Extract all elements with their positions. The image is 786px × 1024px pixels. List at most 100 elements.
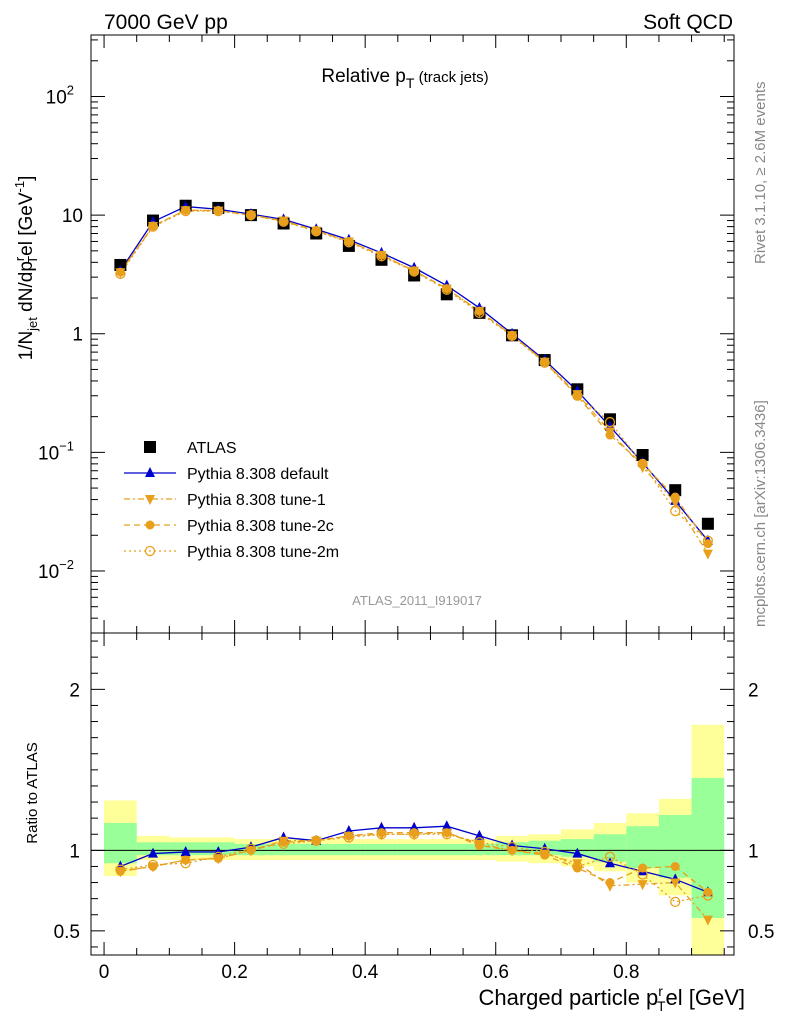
legend-marker [144,441,156,453]
legend-marker [145,495,155,505]
ratio-axes: 0.5 0.5 1 1 2 2 0 0.2 0.4 0.6 0.8 [54,633,774,983]
ratio-data-point [311,835,322,846]
legend-marker [144,545,156,557]
main-data-point [670,505,681,517]
main-y-tick-label: 102 [46,83,74,109]
ratio-series-layer [115,820,714,926]
main-series-layer [114,199,714,560]
ratio-plot-frame [90,632,735,956]
main-y-tick-label: 10−1 [38,438,74,464]
main-data-point [572,391,582,401]
ratio-data-point [703,887,713,897]
main-data-point [181,205,191,215]
ratio-data-point [572,861,583,872]
ratio-data-point [604,857,615,868]
ratio-stat-band [626,826,659,869]
main-series-line [119,205,709,542]
ratio-y-tick-label-right: 0.5 [748,922,774,943]
ratio-data-point [702,915,713,926]
ratio-data-point [311,836,321,846]
legend: ATLAS Pythia 8.308 default Pythia 8.308 tu… [124,440,339,561]
analysis-id: ATLAS_2011_I919017 [352,593,482,608]
ratio-data-point [670,878,681,889]
ratio-data-point [408,829,420,840]
ratio-data-point [213,851,224,862]
main-axes: 10−2 10−1 1 10 102 [38,35,734,634]
mcplots-label: mcplots.cern.ch [arXiv:1306.3436] [752,400,769,627]
ratio-data-point [605,878,615,888]
ratio-data-point [343,832,355,843]
main-title: Relative pT (track jets) [321,66,488,91]
ratio-plot-panel: 0.5 0.5 1 1 2 2 0 0.2 0.4 0.6 0.8 Ratio to ATLAS C… [24,632,774,1014]
ratio-ylabel: Ratio to ATLAS [24,742,41,843]
ratio-data-point [637,869,648,880]
ratio-data-point [180,858,191,869]
legend-entry-label: Pythia 8.308 tune-2c [187,518,334,535]
main-ylabel: 1/Njet dN/dprTel [GeV-1] [12,176,40,361]
main-data-point [507,330,517,340]
main-data-point [409,266,419,276]
ratio-data-point [181,855,191,865]
legend-marker [145,467,155,477]
ratio-stat-band [397,843,431,856]
main-data-point [213,206,223,216]
ratio-data-point [115,864,126,875]
header-right: Soft QCD [643,11,733,34]
main-data-point [311,226,322,237]
x-tick-label: 0.2 [221,962,247,983]
main-data-point [474,307,485,319]
ratio-data-point [507,845,517,855]
ratio-stat-band [365,843,398,856]
main-data-point [637,458,648,470]
ratio-data-point [376,829,387,840]
main-data-point [702,549,713,560]
main-data-point [376,251,387,262]
x-tick-label: 0.8 [613,962,639,983]
x-tick-label: 0.6 [483,962,509,983]
main-data-point [180,206,191,217]
main-data-point [670,492,680,502]
main-data-point [279,216,289,226]
ratio-stat-band [593,834,627,862]
ratio-stat-band [299,843,333,856]
main-data-point [669,484,682,497]
main-data-point [701,517,714,530]
ratio-data-point [670,861,680,871]
main-data-point [539,357,550,368]
ratio-stat-band [691,777,725,918]
ratio-y-tick-label-left: 1 [69,841,80,862]
main-data-point [636,449,649,462]
ratio-data-point [604,851,616,862]
legend-entry-label: Pythia 8.308 tune-2m [187,544,339,561]
ratio-data-point [474,829,485,840]
main-data-point [442,284,452,294]
legend-entry-label: Pythia 8.308 default [187,466,329,483]
main-data-point [605,430,615,440]
ratio-data-point [180,845,191,856]
ratio-data-point [702,890,714,901]
ratio-y-tick-label-right: 2 [748,680,759,701]
main-data-point [603,413,616,426]
main-data-point [278,216,289,227]
main-data-point [115,268,126,279]
x-axis-label: Charged particle pr Tel [GeV] [479,983,746,1014]
main-data-point [540,357,550,367]
x-tick-label: 0.4 [352,962,379,983]
ratio-data-point [637,880,648,891]
ratio-y-tick-label-left: 2 [69,680,80,701]
ratio-data-point [539,846,550,858]
ratio-stat-band [104,822,137,864]
legend-entry-label: Pythia 8.308 tune-1 [187,492,326,509]
ratio-data-point [506,841,518,853]
x-tick-label: 0 [99,962,110,983]
ratio-data-point [670,896,681,908]
legend-marker [145,520,155,530]
ratio-data-point [474,837,485,848]
ratio-stat-band [267,843,300,856]
ratio-data-point [572,847,583,858]
main-data-point [572,390,583,401]
main-data-point [441,284,452,295]
main-data-point [343,237,355,248]
